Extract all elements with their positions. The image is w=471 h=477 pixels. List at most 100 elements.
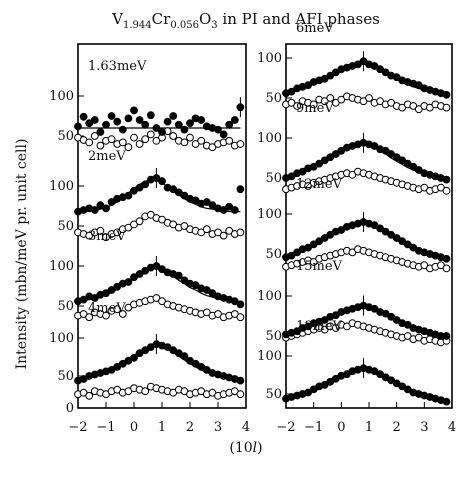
x-tick-label: 4 [242,420,250,435]
panel-1.63meV: 1.63meV [74,59,245,152]
open-circle-point [141,135,150,144]
x-tick-label: 2 [186,420,194,435]
x-tick-label: 4 [448,420,456,435]
panel-label: 18meV [296,319,343,334]
open-circle-point [197,136,206,145]
open-circle-point [309,100,318,109]
filled-circle-point [442,90,451,99]
panel-label: 12meV [296,177,343,192]
y-tick-label: 50 [265,91,282,106]
open-circle-point [130,133,138,142]
y-tick-label: 100 [257,349,282,364]
y-tick-label: 50 [57,219,74,234]
y-tick-label: 0 [66,401,74,416]
open-circle-point [107,135,116,144]
filled-circle-point [442,332,451,340]
x-tick-label: −1 [304,420,323,435]
open-circle-point [146,130,155,139]
filled-circle-point [169,112,178,120]
filled-circle-point [152,124,161,132]
y-tick-label: 100 [257,51,282,66]
filled-circle-point [141,120,150,129]
y-tick-label: 50 [57,369,74,384]
x-tick-label: 2 [393,420,401,435]
filled-circle-point [113,117,122,126]
open-circle-point [141,387,150,396]
open-circle-point [135,217,144,226]
y-tick-label: 100 [49,331,74,346]
panel-15meV: 15meV [282,259,451,347]
filled-circle-point [74,122,82,131]
panel-label: 2meV [88,149,126,164]
panels-layer: 1.63meV 2meV 3meV 4meV 6meV 9meV 12meV 15meV 18m… [74,21,451,406]
open-circle-point [96,141,105,150]
chart-title: V1.944Cr0.056O3 in PI and AFI phases [111,10,380,31]
y-tick-label: 50 [265,329,282,344]
open-circle-point [102,311,110,320]
panel-label: 15meV [296,259,343,274]
filled-circle-point [124,278,133,286]
filled-circle-point [90,206,99,214]
open-circle-point [118,138,127,147]
filled-circle-point [236,300,245,309]
filled-circle-point [442,254,451,263]
open-circle-point [85,313,94,322]
filled-circle-point [174,120,183,129]
panel-6meV: 6meV [282,21,451,114]
panel-18meV: 18meV [282,319,451,406]
filled-circle-point [158,177,166,186]
filled-circle-point [174,271,183,280]
filled-circle-point [219,130,228,139]
filled-circle-point [141,180,150,189]
open-circle-point [442,103,451,112]
y-tick-label: 100 [257,131,282,146]
open-circle-point [236,313,245,322]
x-tick-label: −2 [68,420,87,435]
panel-2meV: 2meV [74,149,245,242]
open-circle-point [442,186,451,195]
filled-circle-point [96,128,105,136]
open-circle-point [293,102,302,110]
y-tick-label: 100 [257,207,282,222]
filled-circle-point [180,352,189,361]
panel-label: 9meV [296,101,334,116]
filled-circle-point [130,353,138,362]
filled-circle-point [230,116,239,124]
y-tick-label: 100 [49,259,74,274]
right-y-tick-labels: 100 50 100 50 100 50 100 50 100 50 [257,51,292,402]
x-tick-label: −1 [96,420,115,435]
left-y-tick-labels: 100 50 100 50 100 50 100 50 0 [49,89,84,416]
y-tick-label: 50 [265,171,282,186]
filled-circle-point [102,120,110,129]
panel-12meV: 12meV [282,177,451,273]
open-circle-point [442,264,451,273]
panel-label: 6meV [296,21,334,36]
open-circle-point [186,133,194,142]
open-circle-point [219,231,228,240]
filled-circle-point [124,191,133,200]
filled-circle-point [135,116,144,124]
y-axis-label: Intensity (mbn/meV pr. unit cell) [14,139,30,370]
open-circle-point [225,136,234,145]
y-tick-label: 100 [257,289,282,304]
filled-circle-point [236,376,245,385]
filled-circle-point [79,112,88,121]
x-tick-label: 3 [420,420,428,435]
y-tick-label: 50 [265,387,282,402]
open-circle-point [135,140,144,148]
filled-circle-point [130,106,138,115]
open-circle-point [236,390,245,399]
filled-circle-point [163,117,172,126]
filled-circle-point [158,128,166,136]
y-tick-label: 50 [57,299,74,314]
open-circle-point [365,94,373,102]
open-circle-point [90,132,99,140]
filled-circle-point [186,119,194,128]
open-circle-point [124,143,133,152]
x-tick-label: 1 [365,420,373,435]
filled-circle-point [90,116,99,124]
open-circle-point [326,94,335,102]
open-circle-point [96,226,105,235]
open-circle-point [85,391,94,400]
